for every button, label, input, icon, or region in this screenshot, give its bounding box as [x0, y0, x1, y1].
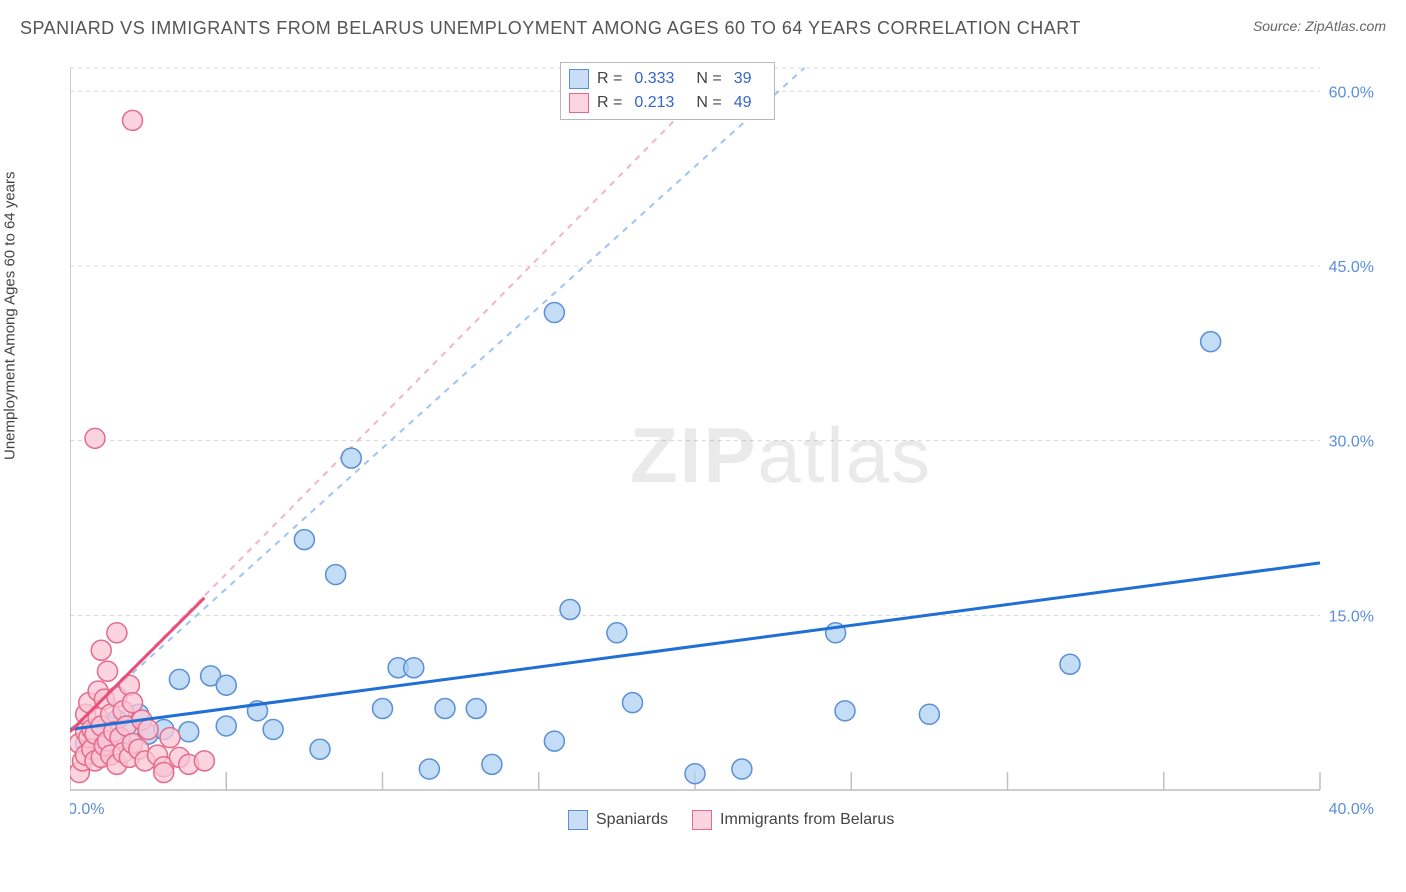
chart-header: SPANIARD VS IMMIGRANTS FROM BELARUS UNEM…: [0, 0, 1406, 47]
swatch-pink: [569, 93, 589, 113]
swatch-pink: [692, 810, 712, 830]
plot-area: 15.0%30.0%45.0%60.0%0.0%40.0% ZIPatlas R…: [70, 60, 1380, 830]
series-legend: Spaniards Immigrants from Belarus: [568, 810, 894, 830]
legend-item-belarus: Immigrants from Belarus: [692, 810, 894, 830]
swatch-blue: [569, 69, 589, 89]
svg-text:60.0%: 60.0%: [1329, 84, 1374, 101]
n-value-spaniards: 39: [734, 67, 752, 91]
chart-title: SPANIARD VS IMMIGRANTS FROM BELARUS UNEM…: [20, 18, 1081, 39]
correlation-legend: R = 0.333 N = 39 R = 0.213 N = 49: [560, 62, 775, 120]
y-axis-label: Unemployment Among Ages 60 to 64 years: [2, 171, 19, 460]
n-value-belarus: 49: [734, 91, 752, 115]
r-value-belarus: 0.213: [634, 91, 674, 115]
swatch-blue: [568, 810, 588, 830]
chart-source: Source: ZipAtlas.com: [1253, 18, 1386, 34]
chart-container: Unemployment Among Ages 60 to 64 years 1…: [20, 60, 1386, 860]
svg-text:15.0%: 15.0%: [1329, 608, 1374, 625]
svg-text:30.0%: 30.0%: [1329, 434, 1374, 451]
legend-item-spaniards: Spaniards: [568, 810, 668, 830]
legend-row-spaniards: R = 0.333 N = 39: [569, 67, 766, 91]
r-value-spaniards: 0.333: [634, 67, 674, 91]
svg-text:40.0%: 40.0%: [1329, 801, 1374, 818]
scatter-plot-svg: 15.0% 30.0% 45.0% 60.0% 0.0% 40.0%: [70, 60, 1380, 830]
svg-text:45.0%: 45.0%: [1329, 259, 1374, 276]
svg-text:0.0%: 0.0%: [70, 801, 104, 818]
legend-row-belarus: R = 0.213 N = 49: [569, 91, 766, 115]
